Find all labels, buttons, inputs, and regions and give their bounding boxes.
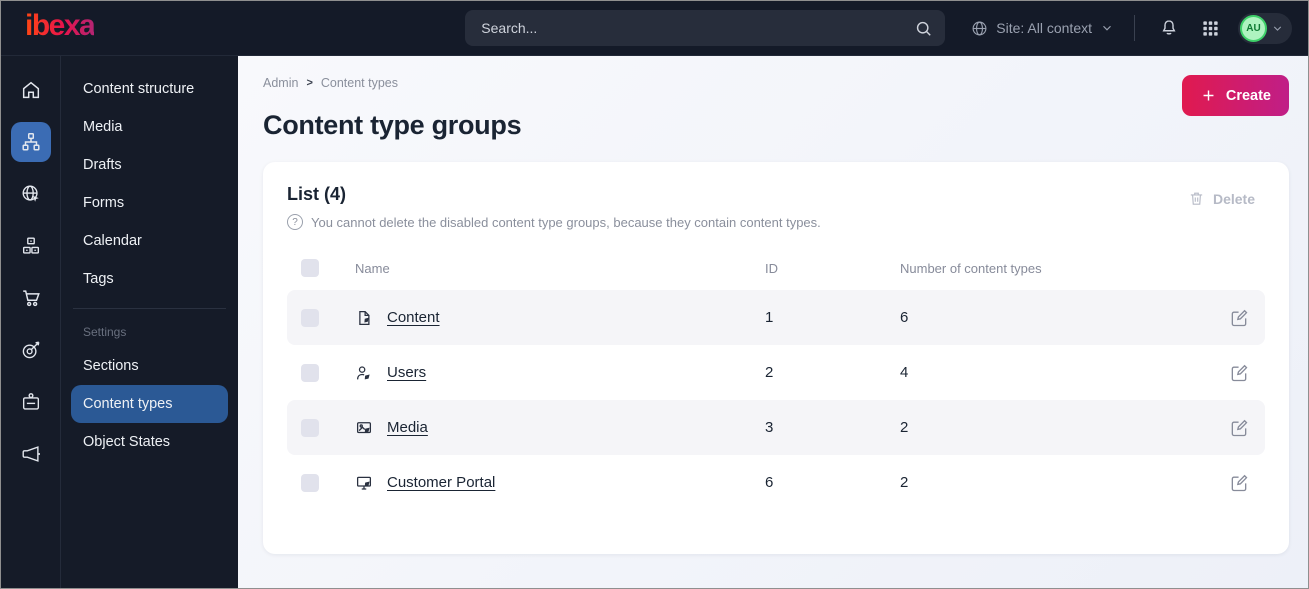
row-checkbox[interactable] — [301, 418, 319, 437]
menu-divider — [73, 308, 226, 309]
edit-icon[interactable] — [1227, 471, 1251, 495]
icon-rail — [1, 56, 61, 588]
ibexa-logo[interactable]: ibexa — [25, 11, 96, 45]
group-count: 4 — [900, 364, 909, 381]
help-row: ? You cannot delete the disabled content… — [287, 214, 821, 230]
breadcrumb-admin[interactable]: Admin — [263, 76, 299, 90]
trash-icon — [1188, 190, 1205, 207]
chevron-down-icon — [1100, 21, 1114, 35]
content-structure-icon[interactable] — [10, 122, 51, 162]
group-link[interactable]: Customer Portal — [387, 474, 496, 491]
column-id: ID — [765, 260, 778, 276]
app-grid-icon[interactable] — [1197, 15, 1224, 42]
table-row: Customer Portal 6 2 — [287, 455, 1265, 510]
page-title: Content type groups — [263, 110, 522, 140]
breadcrumb-separator: > — [306, 77, 313, 89]
avatar: AU — [1240, 14, 1267, 42]
topbar-divider — [1134, 15, 1135, 41]
help-text: You cannot delete the disabled content t… — [311, 214, 821, 230]
sidebar-item-sections[interactable]: Sections — [83, 358, 139, 374]
notifications-bell-icon[interactable] — [1155, 14, 1183, 42]
column-name: Name — [355, 260, 390, 276]
site-context-selector[interactable]: Site: All context — [971, 20, 1114, 37]
sidebar-item-forms[interactable]: Forms — [83, 195, 125, 211]
sidebar-item-object-states[interactable]: Object States — [83, 434, 171, 450]
settings-section-label: Settings — [83, 325, 127, 339]
content-type-groups-table: Name ID Number of content types — [287, 246, 1265, 510]
announcements-icon[interactable] — [11, 434, 51, 474]
monitor-icon — [355, 474, 373, 492]
top-bar: ibexa Site: All context — [1, 1, 1308, 56]
question-circle-icon: ? — [287, 214, 303, 230]
group-count: 2 — [900, 419, 909, 436]
sidebar-item-media[interactable]: Media — [83, 119, 123, 135]
chevron-down-icon — [1271, 22, 1284, 35]
edit-icon[interactable] — [1227, 306, 1251, 330]
edit-icon[interactable] — [1227, 416, 1251, 440]
image-icon — [355, 419, 373, 437]
row-checkbox[interactable] — [301, 363, 319, 382]
user-icon — [355, 364, 373, 382]
table-header: Name ID Number of content types — [287, 246, 1265, 290]
products-icon[interactable] — [11, 226, 51, 266]
column-count: Number of content types — [900, 260, 1042, 276]
global-search[interactable] — [465, 10, 946, 46]
user-menu[interactable]: AU — [1238, 12, 1292, 44]
main-content: Admin > Content types Create Content typ… — [238, 56, 1308, 588]
globe-icon — [971, 20, 988, 37]
search-input[interactable] — [481, 20, 915, 36]
group-id: 3 — [765, 419, 774, 436]
site-context-label: Site: All context — [996, 20, 1092, 36]
list-title: List (4) — [287, 184, 347, 204]
personalization-icon[interactable] — [11, 330, 51, 370]
plus-icon — [1200, 87, 1217, 104]
group-count: 6 — [900, 309, 909, 326]
sidebar-item-content-types[interactable]: Content types — [71, 385, 228, 423]
search-icon[interactable] — [914, 19, 933, 38]
breadcrumb: Admin > Content types — [263, 72, 1289, 90]
group-link[interactable]: Users — [387, 364, 427, 381]
create-button-label: Create — [1225, 87, 1271, 104]
group-id: 1 — [765, 309, 774, 326]
sidebar-item-tags[interactable]: Tags — [83, 271, 114, 287]
topbar-controls: Site: All context — [971, 12, 1292, 44]
commerce-icon[interactable] — [11, 278, 51, 318]
row-checkbox[interactable] — [301, 473, 319, 492]
sidebar-item-drafts[interactable]: Drafts — [83, 157, 122, 173]
home-icon[interactable] — [11, 70, 51, 110]
table-row: Media 3 2 — [287, 400, 1265, 455]
group-count: 2 — [900, 474, 909, 491]
edit-icon[interactable] — [1227, 361, 1251, 385]
group-link[interactable]: Media — [387, 419, 428, 436]
select-all-checkbox[interactable] — [301, 259, 319, 277]
subscriptions-icon[interactable] — [11, 382, 51, 422]
breadcrumb-current: Content types — [320, 76, 399, 90]
delete-button-label: Delete — [1212, 190, 1255, 207]
group-id: 6 — [765, 474, 774, 491]
table-row: Users 2 4 — [287, 345, 1265, 400]
content-type-groups-card: List (4) ? You cannot delete the disable… — [263, 162, 1289, 554]
file-icon — [355, 309, 373, 327]
group-link[interactable]: Content — [387, 309, 440, 326]
sidebar-item-calendar[interactable]: Calendar — [83, 233, 142, 249]
site-icon[interactable] — [11, 174, 51, 214]
table-row: Content 1 6 — [287, 290, 1265, 345]
create-button[interactable]: Create — [1181, 75, 1289, 116]
group-id: 2 — [765, 364, 774, 381]
sidebar-menu: Content structure Media Drafts Forms Cal… — [61, 56, 238, 588]
row-checkbox[interactable] — [301, 308, 319, 327]
sidebar-item-content-structure[interactable]: Content structure — [83, 81, 195, 97]
delete-button[interactable]: Delete — [1178, 184, 1265, 213]
